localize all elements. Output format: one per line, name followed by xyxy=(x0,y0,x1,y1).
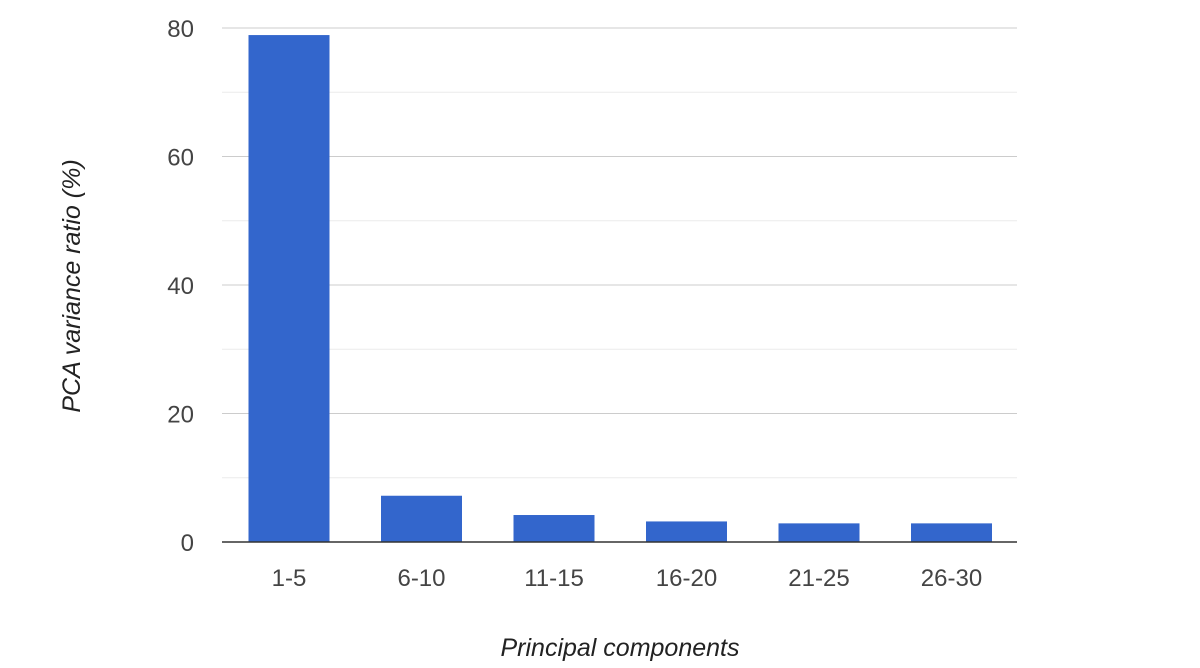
bars xyxy=(248,35,992,542)
y-tick-label: 60 xyxy=(167,145,194,172)
bar-6-10 xyxy=(381,495,462,542)
x-tick-label: 16-20 xyxy=(656,565,717,592)
y-tick-label: 80 xyxy=(167,16,194,43)
x-tick-label: 1-5 xyxy=(272,565,307,592)
x-tick-label: 11-15 xyxy=(524,565,584,592)
bar-1-5 xyxy=(248,35,330,542)
x-tick-label: 26-30 xyxy=(921,565,982,592)
y-tick-labels: 0 20 40 60 80 xyxy=(167,16,194,557)
x-tick-labels: 1-5 6-10 11-15 16-20 21-25 26-30 xyxy=(272,565,983,592)
y-tick-label: 40 xyxy=(167,273,194,300)
bar-26-30 xyxy=(911,523,992,542)
x-axis-title: Principal components xyxy=(500,634,739,662)
bar-11-15 xyxy=(513,515,595,542)
gridlines xyxy=(222,27,1017,479)
y-tick-label: 0 xyxy=(181,530,194,557)
y-tick-label: 20 xyxy=(167,402,194,429)
x-tick-label: 21-25 xyxy=(788,565,849,592)
bar-21-25 xyxy=(778,523,860,542)
y-axis-title: PCA variance ratio (%) xyxy=(58,159,86,412)
bar-16-20 xyxy=(646,521,727,542)
x-tick-label: 6-10 xyxy=(397,565,445,592)
